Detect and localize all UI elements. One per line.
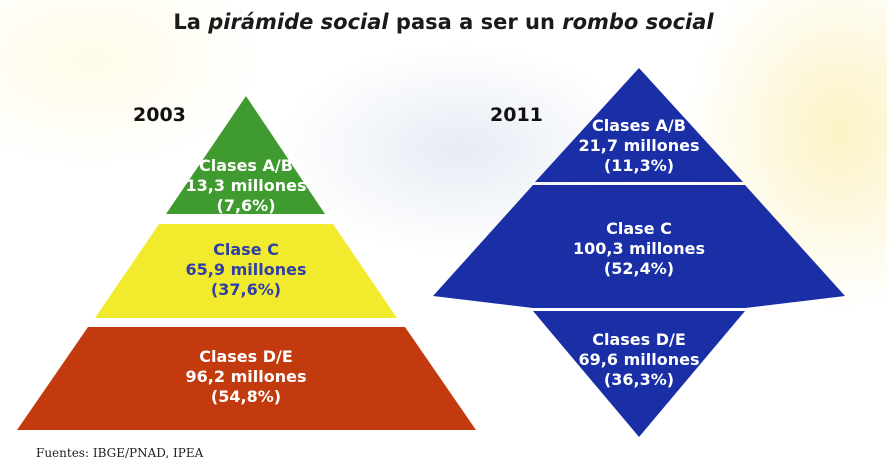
rhombus-bottom-section — [533, 311, 745, 437]
class-percent: (54,8%) — [210, 387, 282, 406]
class-name: Clase C — [213, 240, 279, 259]
rhombus-middle-section — [433, 185, 845, 308]
pyramid-top-tier — [166, 96, 325, 214]
class-name: Clases A/B — [592, 116, 686, 135]
title-text-1: La — [173, 10, 209, 34]
pyramid-middle-tier — [95, 224, 397, 318]
pyramid-bottom-tier — [17, 327, 476, 430]
class-name: Clase C — [606, 219, 672, 238]
pyramid-year: 2003 — [133, 104, 186, 126]
class-amount: 13,3 millones — [185, 176, 307, 195]
class-percent: (36,3%) — [603, 370, 675, 389]
class-percent: (11,3%) — [603, 156, 675, 175]
class-name: Clases A/B — [199, 156, 293, 175]
rhombus-top-section — [535, 68, 743, 182]
class-percent: (37,6%) — [210, 280, 282, 299]
class-amount: 100,3 millones — [572, 239, 706, 258]
source-note: Fuentes: IBGE/PNAD, IPEA — [36, 446, 204, 460]
rhombus-bottom-label: Clases D/E 69,6 millones (36,3%) — [539, 330, 739, 390]
class-amount: 65,9 millones — [185, 260, 307, 279]
rhombus-year: 2011 — [490, 104, 543, 126]
class-percent: (7,6%) — [216, 196, 276, 215]
title-emphasis-2: rombo social — [562, 10, 714, 34]
pyramid-top-label: Clases A/B 13,3 millones (7,6%) — [166, 156, 326, 216]
pyramid-bottom-label: Clases D/E 96,2 millones (54,8%) — [146, 347, 346, 407]
class-name: Clases D/E — [199, 347, 293, 366]
class-amount: 69,6 millones — [578, 350, 700, 369]
pyramid-middle-label: Clase C 65,9 millones (37,6%) — [146, 240, 346, 300]
class-amount: 96,2 millones — [185, 367, 307, 386]
page-title: La pirámide social pasa a ser un rombo s… — [0, 10, 887, 34]
class-amount: 21,7 millones — [578, 136, 700, 155]
class-percent: (52,4%) — [603, 259, 675, 278]
rhombus-top-label: Clases A/B 21,7 millones (11,3%) — [539, 116, 739, 176]
class-name: Clases D/E — [592, 330, 686, 349]
rhombus-middle-label: Clase C 100,3 millones (52,4%) — [539, 219, 739, 279]
title-text-2: pasa a ser un — [388, 10, 563, 34]
title-emphasis-1: pirámide social — [208, 10, 389, 34]
